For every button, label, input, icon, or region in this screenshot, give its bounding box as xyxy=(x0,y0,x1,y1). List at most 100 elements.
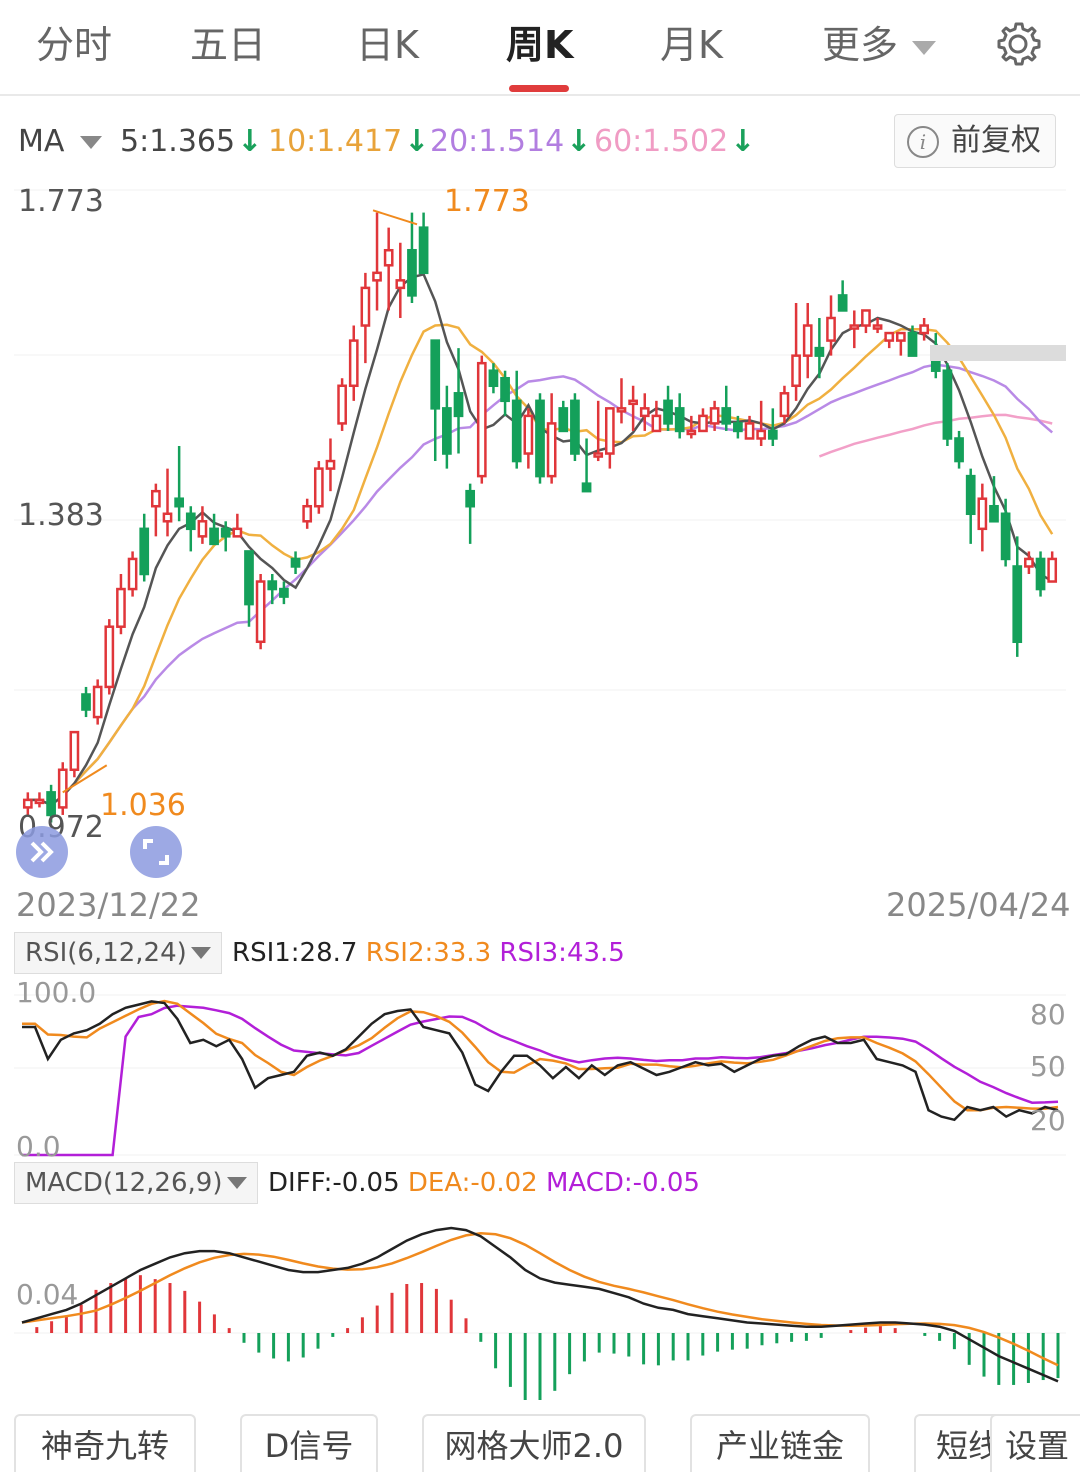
candle-body xyxy=(581,482,592,493)
candle-body xyxy=(395,279,406,290)
candle-body xyxy=(313,467,324,508)
candle-body xyxy=(383,248,394,267)
rsi3-value: RSI3:43.5 xyxy=(499,938,625,968)
candle-body xyxy=(1024,557,1034,568)
tab-daily-k[interactable]: 日K xyxy=(356,23,419,67)
tab-weekly-k[interactable]: 周K xyxy=(506,23,574,67)
candle-body xyxy=(779,392,790,418)
double-chevron-icon xyxy=(30,841,54,863)
candle-body xyxy=(360,286,371,327)
candle-body xyxy=(418,226,429,275)
candle-body xyxy=(733,422,743,433)
tool-industry-chain[interactable]: 产业链金 xyxy=(690,1414,870,1472)
candle-body xyxy=(267,580,278,591)
rsi-y-80: 80 xyxy=(1030,998,1066,1031)
candle-body xyxy=(884,331,895,342)
diff-line xyxy=(21,1226,1059,1383)
gear-icon[interactable] xyxy=(994,20,1042,68)
candle-body xyxy=(674,407,685,433)
macd-selector[interactable]: MACD(12,26,9) xyxy=(14,1162,258,1204)
candle-body xyxy=(255,580,266,644)
candle-body xyxy=(209,527,219,546)
ma-dropdown-icon[interactable] xyxy=(80,136,102,149)
candle-body xyxy=(185,512,196,531)
macd-chart[interactable] xyxy=(0,1205,1080,1400)
ma20-line xyxy=(27,363,1054,807)
candle-body xyxy=(523,414,534,455)
ma5-value: 5:1.365↓ xyxy=(120,124,262,159)
candle-body xyxy=(407,248,417,297)
rsi-chart[interactable] xyxy=(0,990,1080,1160)
macd-selector-label: MACD(12,26,9) xyxy=(25,1168,223,1198)
candle-body xyxy=(174,497,185,508)
candle-body xyxy=(81,693,91,711)
candle-body xyxy=(348,339,359,388)
candle-body xyxy=(791,354,801,388)
rsi2-line xyxy=(22,999,1059,1112)
rsi-selector-label: RSI(6,12,24) xyxy=(25,938,187,968)
candle-body xyxy=(965,474,976,516)
candle-body xyxy=(616,407,627,413)
rsi-y-50: 50 xyxy=(1030,1050,1066,1083)
tool-settings[interactable]: 设置 xyxy=(990,1414,1080,1472)
candle-body xyxy=(127,557,138,591)
tab-more-label: 更多 xyxy=(822,23,899,67)
rsi-y-bottom: 0.0 xyxy=(16,1130,61,1163)
rsi2-value: RSI2:33.3 xyxy=(365,938,492,968)
tab-five-day[interactable]: 五日 xyxy=(190,23,267,67)
active-tab-indicator xyxy=(509,85,569,92)
tool-d-signal[interactable]: D信号 xyxy=(240,1414,378,1472)
candle-body xyxy=(116,587,126,628)
candle-body xyxy=(511,399,522,463)
candle-body xyxy=(709,407,720,425)
down-arrow-icon: ↓ xyxy=(566,124,592,159)
candle-body xyxy=(453,392,464,418)
candle-body xyxy=(849,324,860,330)
candle-body xyxy=(442,407,452,455)
chevron-down-icon xyxy=(912,40,937,55)
indicator-tool-bar: 神奇九转 D信号 网格大师2.0 产业链金 短线 设置 xyxy=(0,1408,1080,1472)
candle-body xyxy=(686,429,697,436)
fullscreen-button[interactable] xyxy=(130,826,182,878)
candle-body xyxy=(942,369,953,440)
rsi-values: RSI1:28.7 RSI2:33.3 RSI3:43.5 xyxy=(232,938,625,968)
chevron-down-icon xyxy=(227,1177,247,1189)
adjust-mode-button[interactable]: i 前复权 xyxy=(894,114,1056,168)
start-date: 2023/12/22 xyxy=(16,886,201,924)
dea-value: DEA:-0.02 xyxy=(407,1168,538,1198)
max-price-marker: 1.773 xyxy=(444,184,530,219)
tool-grid-master[interactable]: 网格大师2.0 xyxy=(422,1414,646,1472)
candle-body xyxy=(476,361,487,478)
candle-body xyxy=(139,527,150,576)
ma60-value: 60:1.502↓ xyxy=(594,124,755,159)
macd-value: MACD:-0.05 xyxy=(545,1168,700,1198)
rsi1-line xyxy=(22,1000,1059,1122)
ma-label[interactable]: MA xyxy=(18,124,65,159)
tab-intraday[interactable]: 分时 xyxy=(36,23,113,67)
tool-magic-nine[interactable]: 神奇九转 xyxy=(14,1414,196,1472)
ma-legend: MA 5:1.365↓ 10:1.417↓ 20:1.514↓ 60:1.502… xyxy=(0,118,1080,168)
chevron-down-icon xyxy=(191,947,211,959)
candle-body xyxy=(430,339,441,410)
macd-y-label: 0.04 xyxy=(16,1278,79,1311)
rsi-selector[interactable]: RSI(6,12,24) xyxy=(14,932,222,974)
expand-left-button[interactable] xyxy=(16,826,68,878)
kline-chart[interactable] xyxy=(0,180,1080,880)
tab-more[interactable]: 更多 xyxy=(822,20,937,70)
candle-body xyxy=(756,429,767,440)
candle-body xyxy=(69,730,80,772)
diff-value: DIFF:-0.05 xyxy=(268,1168,400,1198)
period-tabs: 分时 五日 日K 周K 月K 更多 xyxy=(0,0,1080,96)
candle-body xyxy=(162,512,173,523)
candle-body xyxy=(721,407,732,425)
tab-monthly-k[interactable]: 月K xyxy=(660,23,723,67)
rsi1-value: RSI1:28.7 xyxy=(232,938,358,968)
candle-body xyxy=(698,414,708,433)
candle-body xyxy=(837,294,848,312)
candle-body xyxy=(872,324,883,330)
candle-body xyxy=(500,376,510,403)
candle-body xyxy=(325,459,336,470)
candle-body xyxy=(651,414,662,433)
candle-body xyxy=(546,422,557,478)
candle-body xyxy=(663,399,673,425)
